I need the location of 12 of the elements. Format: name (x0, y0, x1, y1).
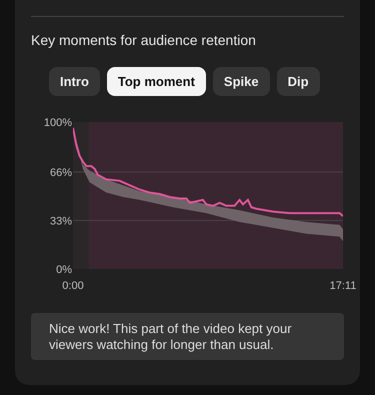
x-tick-label: 0:00 (62, 280, 84, 292)
y-tick-label: 0% (56, 264, 72, 276)
text: Top moment (106, 67, 206, 96)
text: Nice work! This part of the video kept your viewers watching for longer than usual. (31, 313, 344, 360)
x-tick-label: 17:11 (330, 280, 356, 292)
text: Spike (212, 67, 270, 96)
y-tick-label: 33% (50, 215, 72, 228)
y-tick-label: 66% (50, 166, 72, 179)
y-tick-label: 100% (44, 116, 72, 129)
text: Dip (276, 67, 320, 96)
chart-title: Key moments for audience retention (31, 32, 256, 48)
text: Intro (49, 67, 100, 96)
